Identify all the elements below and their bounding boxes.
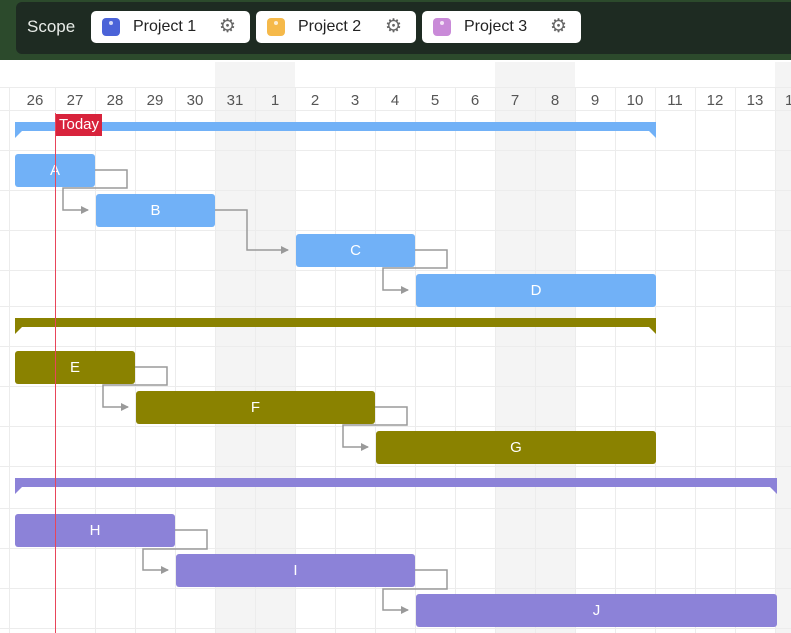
task-bar-c[interactable]: C [296, 234, 415, 267]
project-1-swatch [102, 18, 120, 36]
today-marker-line [55, 113, 56, 633]
project-3-chip[interactable]: Project 3 ⚙ [422, 11, 581, 43]
task-bar-i[interactable]: I [176, 554, 415, 587]
dependency-arrow [382, 569, 448, 614]
grid-line [775, 87, 776, 633]
day-label: 30 [186, 92, 204, 109]
day-label: 12 [706, 92, 724, 109]
project-1-label: Project 1 [133, 18, 197, 35]
dependency-arrow [62, 169, 128, 214]
grid-line [0, 346, 791, 347]
grid-line [455, 87, 456, 633]
grid-line [0, 270, 791, 271]
day-label: 1 [785, 92, 791, 109]
project-2-label: Project 2 [298, 18, 362, 35]
weekend-column [255, 62, 295, 633]
project-3-label: Project 3 [464, 18, 528, 35]
grid-line [0, 426, 791, 427]
grid-line [295, 87, 296, 633]
day-label: 9 [590, 92, 600, 109]
day-label: 3 [350, 92, 360, 109]
grid-line [495, 87, 496, 633]
dependency-arrow [102, 366, 168, 411]
task-bar-f[interactable]: F [136, 391, 375, 424]
task-bar-d[interactable]: D [416, 274, 656, 307]
day-label: 6 [470, 92, 480, 109]
project-2-swatch [267, 18, 285, 36]
dependency-arrow [342, 406, 408, 451]
project-2-summary-bar[interactable] [15, 318, 656, 334]
grid-line [655, 87, 656, 633]
grid-line [0, 628, 791, 629]
project-3-summary-bar[interactable] [15, 478, 777, 494]
grid-line [335, 87, 336, 633]
task-bar-j[interactable]: J [416, 594, 777, 627]
project-1-chip[interactable]: Project 1 ⚙ [91, 11, 250, 43]
grid-line [575, 87, 576, 633]
gear-icon[interactable]: ⚙ [550, 16, 568, 37]
day-label: 1 [270, 92, 280, 109]
grid-line [735, 87, 736, 633]
weekend-column [495, 62, 535, 633]
grid-line [695, 87, 696, 633]
dependency-arrow [215, 209, 289, 254]
day-label: 28 [106, 92, 124, 109]
project-1-summary-bar[interactable] [15, 122, 656, 138]
grid-line [135, 87, 136, 633]
day-label: 27 [66, 92, 84, 109]
day-label: 11 [667, 92, 683, 109]
grid-line [0, 548, 791, 549]
day-label: 10 [626, 92, 644, 109]
day-label: 4 [390, 92, 400, 109]
dependency-arrow [142, 529, 208, 574]
day-label: 5 [430, 92, 440, 109]
gear-icon[interactable]: ⚙ [385, 16, 403, 37]
task-bar-h[interactable]: H [15, 514, 175, 547]
weekend-column [535, 62, 575, 633]
grid-line [0, 306, 791, 307]
day-label: 8 [550, 92, 560, 109]
day-label: 26 [26, 92, 44, 109]
weekend-column [215, 62, 255, 633]
day-label: 29 [146, 92, 164, 109]
grid-line [0, 466, 791, 467]
grid-line [0, 190, 791, 191]
grid-line [255, 87, 256, 633]
grid-line [375, 87, 376, 633]
project-3-swatch [433, 18, 451, 36]
grid-line [0, 230, 791, 231]
grid-line [0, 508, 791, 509]
grid-line [0, 110, 791, 111]
scope-toolbar: Scope Project 1 ⚙ Project 2 ⚙ Project 3 … [0, 0, 791, 60]
today-marker-label: Today [56, 114, 103, 136]
grid-line [0, 87, 791, 88]
dependency-arrow [382, 249, 448, 294]
grid-line [0, 386, 791, 387]
scope-label: Scope [27, 17, 76, 36]
day-label: 31 [226, 92, 244, 109]
project-2-chip[interactable]: Project 2 ⚙ [256, 11, 416, 43]
grid-line [415, 87, 416, 633]
day-label: 2 [310, 92, 320, 109]
task-bar-e[interactable]: E [15, 351, 135, 384]
gear-icon[interactable]: ⚙ [219, 16, 237, 37]
grid-line [0, 150, 791, 151]
task-bar-g[interactable]: G [376, 431, 656, 464]
weekend-column [775, 62, 791, 633]
grid-line [535, 87, 536, 633]
day-label: 13 [746, 92, 764, 109]
grid-line [175, 87, 176, 633]
grid-line [215, 87, 216, 633]
day-label: 7 [510, 92, 520, 109]
grid-line [615, 87, 616, 633]
grid-line [9, 87, 10, 633]
task-bar-b[interactable]: B [96, 194, 215, 227]
